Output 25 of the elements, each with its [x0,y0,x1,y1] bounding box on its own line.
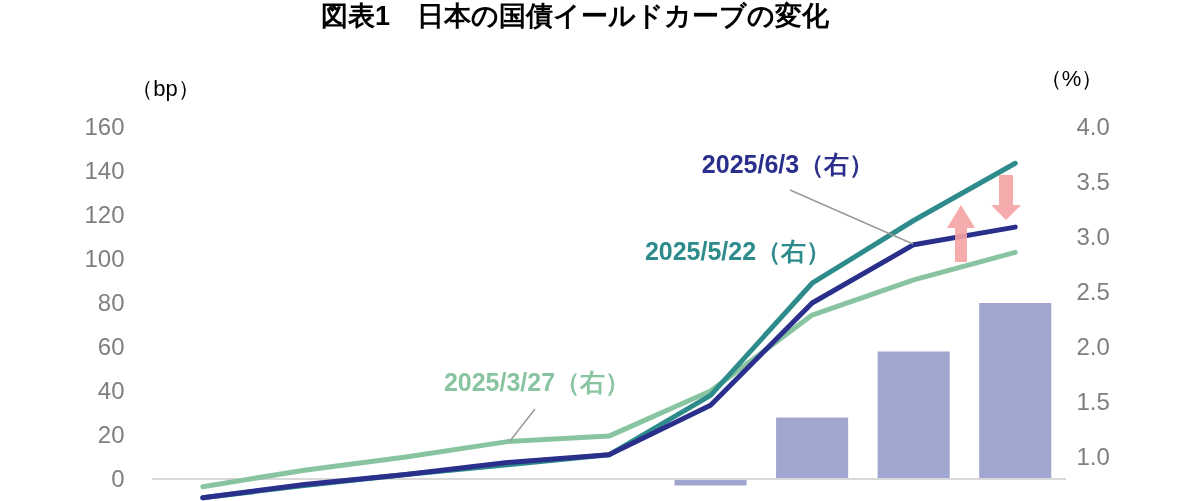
y2-tick-label: 2.0 [1076,332,1110,360]
y2-tick-label: 3.0 [1076,222,1110,250]
y-tick-label: 120 [84,200,125,228]
bar [877,351,950,479]
y-tick-label: 60 [97,332,125,360]
text: 2025/6/3（右） [701,150,875,178]
bar [776,417,849,479]
y-tick-label: 100 [84,244,125,272]
y-tick-label: 80 [97,288,125,316]
y-tick-label: 20 [97,420,125,448]
series-label: 2025/5/22（右） [644,237,832,265]
y2-tick-label: 2.5 [1076,277,1110,305]
y2-tick-label: 1.0 [1076,442,1110,470]
series-label: 2025/3/27（右） [443,368,631,396]
y-tick-label: 160 [84,112,125,140]
y-tick-label: 140 [84,156,125,184]
y-tick-label: 40 [97,376,125,404]
chart-title: 図表1 日本の国債イールドカーブの変化 [320,1,830,31]
y-axis-title: （bp） [131,75,200,101]
y2-tick-label: 1.5 [1076,387,1110,415]
y2-tick-label: 3.5 [1076,167,1110,195]
y-tick-label: 0 [111,464,125,492]
y2-axis-title: （%） [1039,65,1104,91]
bar [979,303,1052,479]
y2-tick-label: 4.0 [1076,112,1110,140]
